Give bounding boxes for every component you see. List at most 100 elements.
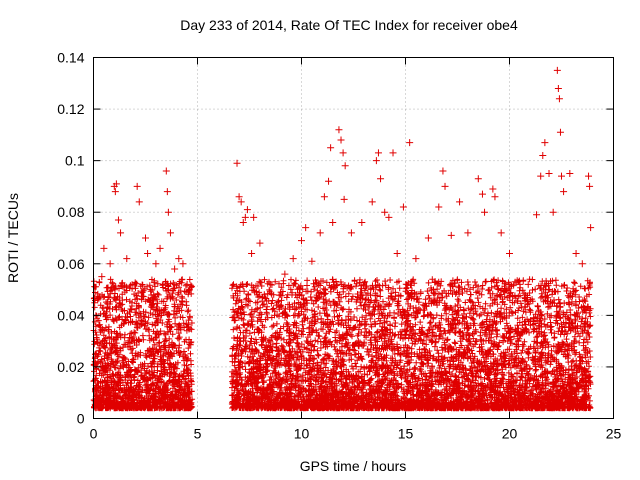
data-point [554,84,562,92]
data-point [441,182,449,190]
x-tick-label: 10 [294,426,310,442]
data-point [111,188,119,196]
data-point [239,219,247,227]
data-point [289,255,297,263]
data-point [256,239,264,247]
plot-frame [93,57,614,419]
data-point [100,244,108,252]
x-axis-label: GPS time / hours [300,458,407,474]
y-tick-label: 0.04 [57,307,84,323]
data-point [175,255,183,263]
data-point [166,229,174,237]
data-point [491,193,499,201]
data-point [316,229,324,237]
data-point [385,213,393,221]
data-point [506,249,513,257]
data-point [347,229,355,237]
x-tick-label: 5 [194,426,202,442]
data-point [339,149,347,157]
y-tick-label: 0.02 [57,359,84,375]
data-point [541,139,549,147]
data-point [578,260,586,268]
data-point [329,219,337,227]
data-point [327,144,335,152]
data-point [478,190,486,198]
data-point [183,280,191,288]
data-point [381,208,389,216]
y-tick-label: 0 [77,411,85,427]
data-point [335,126,343,134]
data-point [447,231,455,239]
data-point [439,167,447,175]
data-point [372,157,380,165]
data-point [112,180,120,188]
y-tick-label: 0.1 [65,153,85,169]
y-tick-label: 0.12 [57,101,84,117]
data-point [393,249,401,257]
data-point [156,244,164,252]
data-point [235,193,243,201]
data-point [302,224,310,232]
data-point [497,229,505,237]
data-point [308,257,316,265]
data-point [539,151,547,159]
y-tick-label: 0.06 [57,256,84,272]
data-point [587,224,595,232]
data-point [114,216,122,224]
data-point [560,188,568,196]
data-point [489,185,497,193]
data-point [549,208,557,216]
data-point [537,172,545,180]
data-point [368,198,376,206]
data-point [435,203,443,211]
data-point [516,280,524,288]
data-point [133,182,141,190]
data-point [117,229,125,237]
data-point [164,208,172,216]
data-point [237,198,245,206]
data-point [399,203,407,211]
data-point [585,172,593,180]
data-point [179,260,187,268]
data-point [524,280,532,288]
data-point [553,66,561,74]
data-point [320,193,328,201]
data-point [243,206,251,214]
data-point [341,162,349,170]
y-tick-label: 0.08 [57,204,84,220]
data-point [123,255,131,263]
data-point [162,167,170,175]
data-point [412,255,420,263]
data-point [135,198,143,206]
data-point [456,198,464,206]
data-point [98,273,106,281]
data-point [572,249,580,257]
x-tick-label: 20 [502,426,518,442]
x-tick-label: 25 [606,426,622,442]
x-tick-label: 0 [90,426,98,442]
data-point [566,170,574,178]
data-point [340,195,348,203]
data-point [358,219,366,227]
data-point [558,172,565,180]
data-point [377,175,385,183]
data-point [171,265,179,273]
data-point [144,249,152,257]
chart-data-points [90,66,595,412]
data-point [481,208,489,216]
y-tick-label: 0.14 [57,50,84,66]
x-tick-label: 15 [398,426,414,442]
data-point [241,213,249,221]
data-point [325,177,333,185]
data-point [266,280,274,288]
data-point [152,260,160,268]
data-point-cloud [90,276,594,412]
data-point [586,182,594,190]
data-point [474,175,482,183]
data-point [163,188,171,196]
chart-ticks [93,57,614,419]
data-point [233,159,241,167]
data-point [142,234,149,242]
data-point [389,149,397,157]
